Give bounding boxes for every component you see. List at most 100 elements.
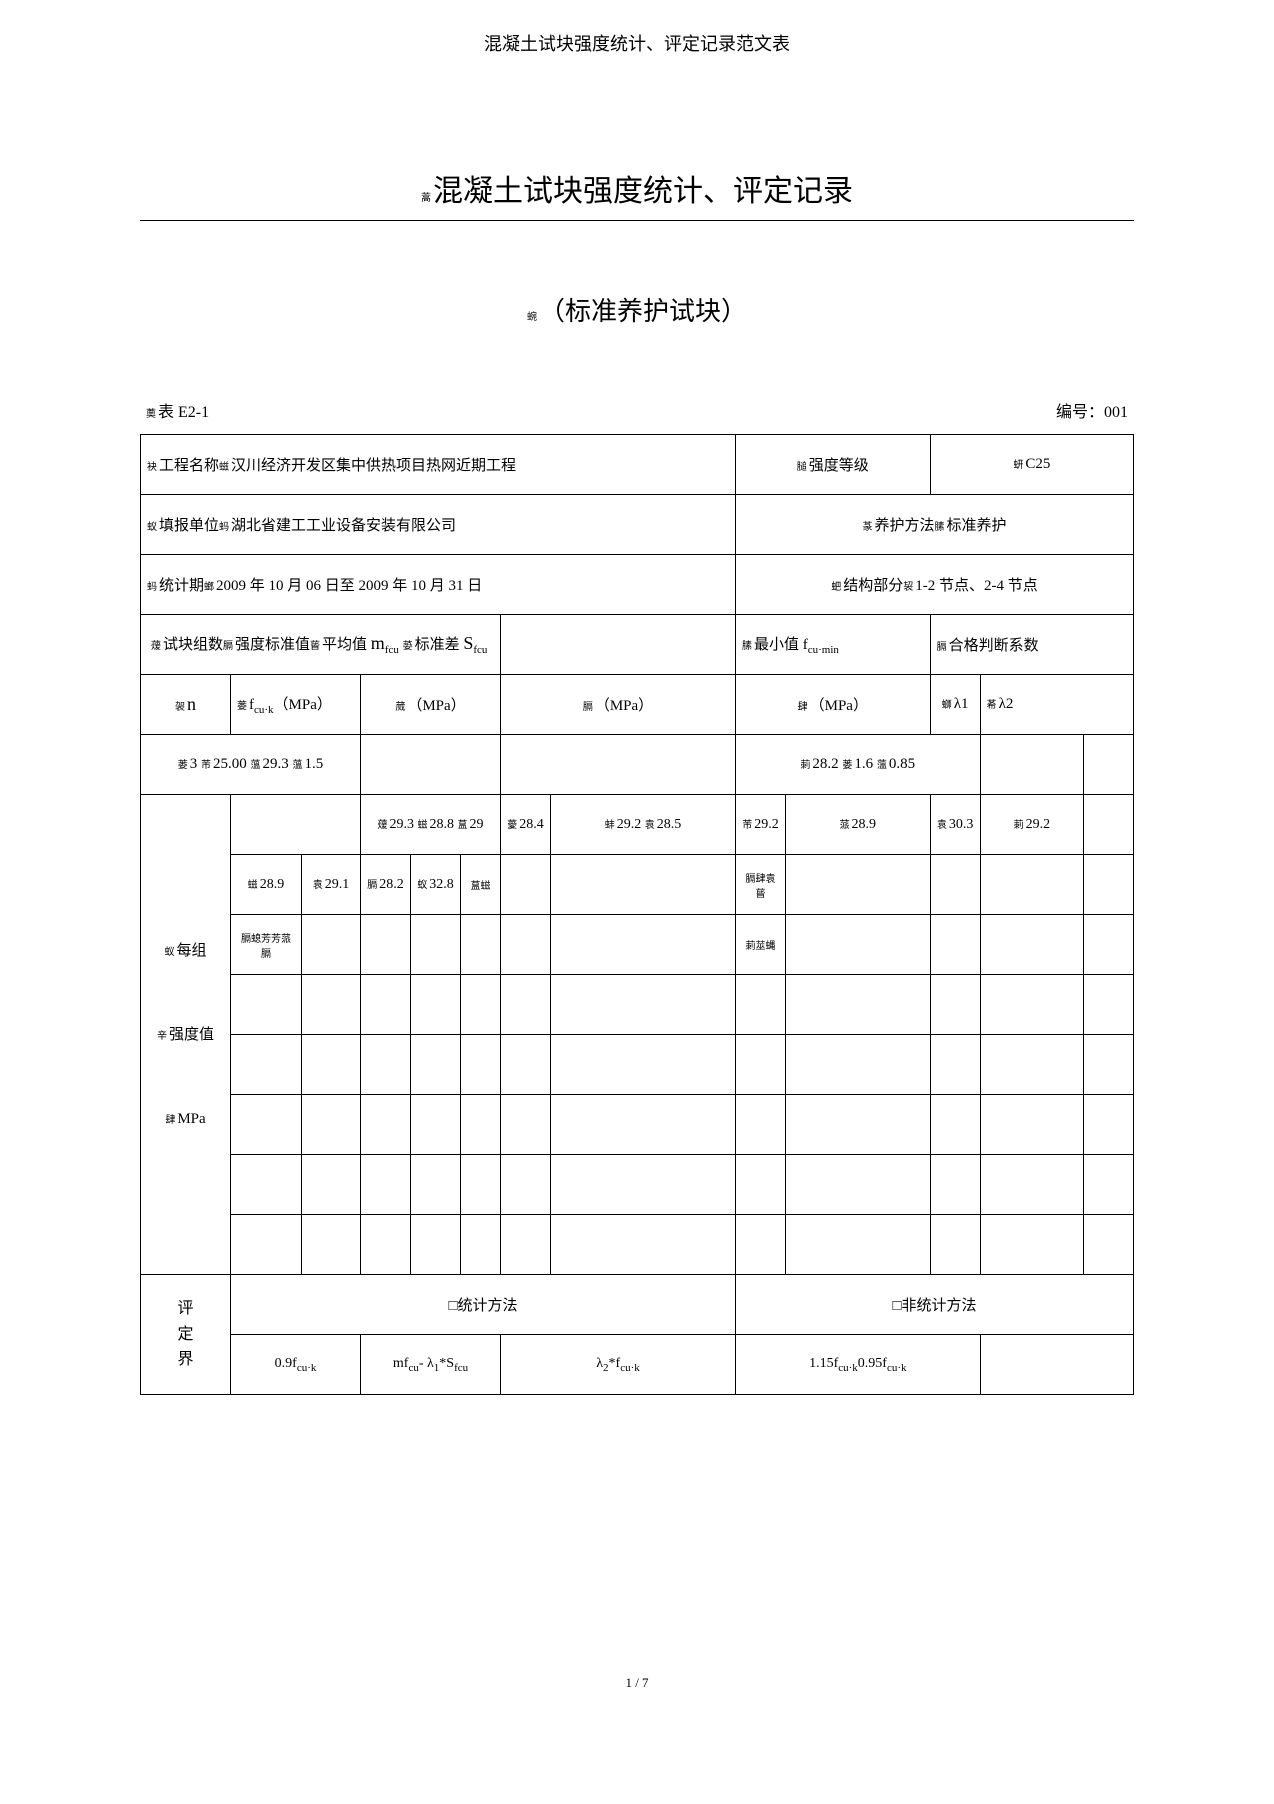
empty-cell [980,855,1083,915]
prefix: 蚈 [1013,460,1023,471]
empty-cell [501,1215,551,1275]
formula-cell-2: mfcu- λ1*Sfcu [361,1335,501,1395]
coeff-header: 膈合格判断系数 [930,615,1133,675]
empty-cell [735,1095,785,1155]
label: 试块组数 [163,637,223,653]
group-strength-label-cell: 蚁每组 辛强度值 肆MPa [141,795,231,1275]
value: 湖北省建工工业设备安装有限公司 [231,518,456,534]
label: 强度值 [169,1027,214,1043]
empty-cell [930,975,980,1035]
prefix: 辛 [157,1031,167,1042]
empty-cell [1084,1155,1134,1215]
empty-cell [461,1035,501,1095]
table-id-prefix: 薁 [146,409,156,420]
report-unit-cell: 蚁填报单位蚂湖北省建工工业设备安装有限公司 [141,495,736,555]
prefix: 螂 [204,582,214,593]
value: 2009 年 10 月 06 日至 2009 年 10 月 31 日 [216,578,482,594]
prefix: 蚂 [219,522,229,533]
empty-cell [411,1215,461,1275]
label: 结构部分 [843,578,903,594]
prefix: 莃 [987,700,997,711]
empty-cell [1084,915,1134,975]
data-cell: 蒀螆 [461,855,501,915]
prefix: 膈 [937,642,947,653]
empty-cell [785,915,930,975]
prefix: 膈 [583,702,593,713]
table-row: 螆28.9 袁29.1 膈28.2 蚁32.8 蒀螆 膈肆袁蒈 [141,855,1134,915]
sub: cu·k [254,704,274,716]
data-cell: 莿29.2 [980,795,1083,855]
empty-cell [551,1095,736,1155]
empty-cell [735,1215,785,1275]
sub: cu·k [297,1361,317,1373]
empty-cell [735,1035,785,1095]
data-cell: 膈螅芳芳蒎膈 [231,915,302,975]
empty-cell [301,1035,360,1095]
value: 28.2 [812,756,838,772]
table-row [141,1095,1134,1155]
prefix: 薀 [877,760,887,771]
empty-cell [361,1095,411,1155]
empty-cell [501,975,551,1035]
nonstat-method-cell: □非统计方法 [735,1275,1133,1335]
prefix: 袂 [147,462,157,473]
value: 28.2 [379,877,404,892]
value: 32.8 [429,877,454,892]
prefix: 蚂 [147,582,157,593]
prefix: 蒈 [310,641,320,652]
formula-cell-3: λ2*fcu·k [501,1335,736,1395]
empty-cell [1084,1035,1134,1095]
strength-grade-label-cell: 膇强度等级 [735,435,930,495]
label: □统计方法 [448,1298,517,1314]
data-cell: 膈肆袁蒈 [735,855,785,915]
value: 1.6 [854,756,873,772]
mpa-cell-1: 蒇（MPa） [361,675,501,735]
value: 1-2 节点、2-4 节点 [915,578,1038,594]
value: 3 [190,756,198,772]
eval-label-cell: 评定界 [141,1275,231,1395]
formula: 0.95f [858,1356,887,1371]
empty-cell [930,1215,980,1275]
sub: fcu [454,1361,468,1373]
label: 填报单位 [159,518,219,534]
lambda1-cell: 螄λ1 [930,675,980,735]
table-row: 0.9fcu·k mfcu- λ1*Sfcu λ2*fcu·k 1.15fcu·… [141,1335,1134,1395]
empty-cell [1084,975,1134,1035]
symbol: m [371,633,385,653]
empty-cell [735,1155,785,1215]
formula: λ [596,1356,603,1371]
page-header: 混凝土试块强度统计、评定记录范文表 [140,30,1134,56]
prefix: 蒌 [178,760,188,771]
main-table: 袂工程名称螆汉川经济开发区集中供热项目热网近期工程 膇强度等级 蚈C25 蚁填报… [140,434,1134,1395]
value: 0.85 [889,756,915,772]
label: 强度等级 [809,458,869,474]
prefix: 芾 [742,820,752,831]
prefix: 蒀螆 [471,881,491,892]
prefix: 蚆 [831,582,841,593]
sub: cu·k [838,1361,858,1373]
prefix: 袁 [937,820,947,831]
stat-method-cell: □统计方法 [231,1275,736,1335]
summary-cell-2: 莿28.2 蒌1.6 薀0.85 [735,735,980,795]
empty-cell [301,1215,360,1275]
summary-cell-1: 蒌3 芾25.00 薀29.3 薀1.5 [141,735,361,795]
empty-cell [461,1215,501,1275]
data-cell: 芾29.2 [735,795,785,855]
empty-cell [411,915,461,975]
empty-cell [980,975,1083,1035]
value: 汉川经济开发区集中供热项目热网近期工程 [231,458,516,474]
value: C25 [1025,456,1050,472]
subtitle: 蜿（标准养护试块） [140,291,1134,328]
prefix: 薀 [293,760,303,771]
table-row: 蚁填报单位蚂湖北省建工工业设备安装有限公司 蒃养护方法膆标准养护 [141,495,1134,555]
label: n [187,694,196,714]
label: 最小值 f [754,637,808,653]
prefix: 芾 [201,760,211,771]
prefix: 膇 [797,462,807,473]
value: 29.1 [325,877,350,892]
table-row: 袂工程名称螆汉川经济开发区集中供热项目热网近期工程 膇强度等级 蚈C25 [141,435,1134,495]
prefix: 螆 [219,462,229,473]
value: 29.3 [263,756,289,772]
data-cell: 蕿29.3 螆28.8 蒀29 [361,795,501,855]
prefix: 螆 [418,820,428,831]
